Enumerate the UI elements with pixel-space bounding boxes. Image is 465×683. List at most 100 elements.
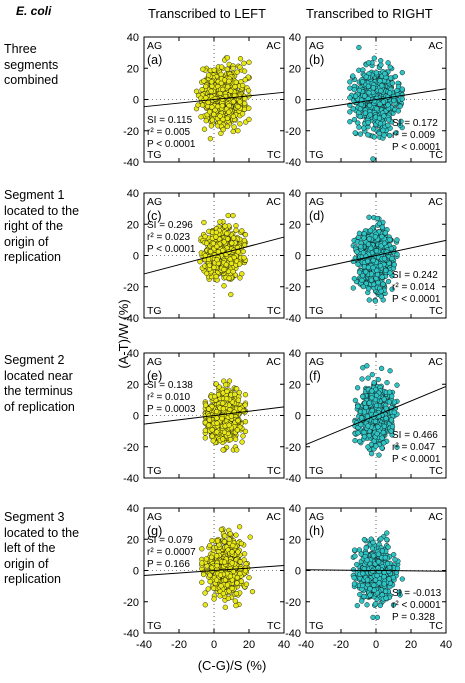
- data-point: [357, 131, 364, 137]
- data-point: [213, 229, 220, 236]
- data-point: [350, 285, 356, 291]
- corner-label-tg: TG: [309, 305, 324, 317]
- row-label-segment-2: Segment 2 located near the terminus of r…: [4, 353, 75, 414]
- data-point: [387, 368, 393, 374]
- panel-letter: (d): [309, 209, 324, 223]
- data-point: [220, 436, 226, 442]
- data-point: [379, 233, 385, 240]
- data-point: [377, 121, 384, 127]
- data-point: [369, 395, 375, 401]
- data-point: [381, 132, 387, 138]
- data-point: [215, 103, 221, 110]
- data-point: [203, 556, 210, 562]
- data-point: [377, 78, 383, 84]
- data-point: [241, 255, 247, 261]
- data-point: [373, 70, 380, 76]
- data-point: [243, 581, 250, 587]
- data-point: [356, 87, 363, 94]
- data-point: [217, 572, 224, 578]
- data-point: [245, 87, 252, 94]
- data-point: [365, 119, 371, 126]
- data-point: [371, 55, 377, 61]
- data-point: [237, 121, 243, 127]
- data-point: [211, 67, 217, 73]
- data-point: [370, 85, 377, 91]
- data-point: [376, 452, 382, 458]
- data-point: [378, 88, 384, 94]
- data-point: [367, 227, 374, 234]
- data-point: [388, 417, 395, 423]
- data-point: [209, 104, 215, 110]
- data-point: [218, 130, 224, 137]
- data-point: [209, 83, 215, 89]
- data-point: [223, 262, 229, 268]
- y-tick-label: -20: [285, 126, 301, 138]
- y-tick-label: 0: [295, 566, 301, 578]
- y-tick-label: -40: [123, 473, 139, 485]
- data-point: [220, 406, 227, 412]
- corner-label-ac: AC: [266, 356, 281, 368]
- data-point: [386, 399, 393, 405]
- y-tick-label: 40: [289, 503, 301, 515]
- species-label: E. coli: [16, 4, 52, 18]
- data-point: [364, 363, 370, 369]
- data-point: [360, 283, 366, 290]
- data-point: [398, 118, 404, 125]
- data-point: [203, 240, 210, 246]
- data-point: [214, 415, 220, 421]
- y-tick-label: 40: [127, 188, 139, 200]
- data-point: [220, 126, 226, 133]
- data-point: [352, 397, 359, 404]
- stat-text: P < 0.0001: [147, 244, 196, 255]
- data-point: [367, 112, 373, 118]
- y-tick-label: 0: [295, 95, 301, 107]
- y-tick-label: 40: [127, 503, 139, 515]
- data-point: [381, 113, 387, 119]
- corner-label-ag: AG: [147, 511, 162, 523]
- data-point: [199, 579, 205, 586]
- data-point: [233, 79, 239, 85]
- data-point: [239, 228, 245, 234]
- panel-letter: (a): [147, 53, 162, 67]
- data-point: [357, 113, 363, 120]
- data-point: [207, 136, 214, 142]
- corner-label-tc: TC: [267, 305, 281, 317]
- data-point: [237, 64, 243, 70]
- data-point: [234, 575, 240, 581]
- data-point: [376, 220, 383, 227]
- data-point: [235, 397, 242, 403]
- corner-label-tc: TC: [267, 149, 281, 161]
- data-point: [210, 585, 217, 591]
- data-point: [219, 415, 225, 422]
- data-points: [199, 524, 256, 610]
- data-point: [230, 65, 236, 72]
- data-point: [229, 560, 235, 566]
- data-point: [387, 90, 393, 96]
- data-point: [347, 119, 353, 125]
- data-point: [229, 240, 235, 246]
- y-tick-label: 0: [295, 411, 301, 423]
- data-point: [214, 553, 220, 559]
- data-point: [207, 578, 213, 585]
- data-point: [382, 230, 388, 236]
- data-point: [206, 406, 212, 412]
- y-tick-label: 0: [133, 411, 139, 423]
- y-tick-label: 0: [133, 95, 139, 107]
- data-point: [242, 77, 248, 83]
- data-point: [220, 590, 227, 597]
- data-point: [241, 68, 248, 74]
- data-point: [213, 273, 219, 280]
- data-point: [347, 85, 353, 91]
- data-point: [359, 79, 366, 85]
- data-point: [210, 240, 216, 247]
- data-point: [379, 435, 385, 441]
- data-point: [236, 524, 243, 530]
- data-points: [197, 212, 249, 298]
- data-point: [235, 128, 241, 134]
- data-point: [202, 590, 208, 596]
- data-point: [226, 102, 232, 109]
- data-point: [241, 237, 248, 244]
